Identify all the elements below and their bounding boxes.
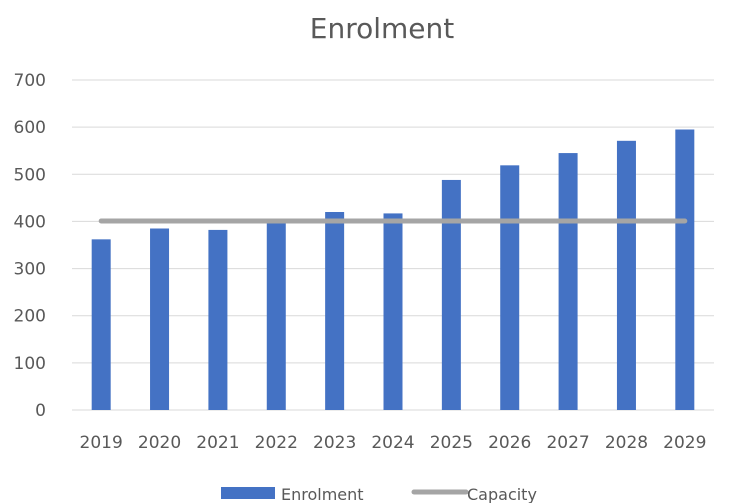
y-tick-label-100: 100: [14, 354, 46, 374]
x-tick-label-2021: 2021: [196, 433, 239, 453]
enrolment-bar-2028: [616, 140, 636, 411]
x-tick-label-2019: 2019: [80, 433, 123, 453]
x-tick-label-2027: 2027: [546, 433, 589, 453]
x-tick-label-2025: 2025: [430, 433, 473, 453]
x-tick-label-2020: 2020: [138, 433, 181, 453]
enrolment-bar-2020: [150, 228, 170, 410]
y-tick-label-600: 600: [14, 118, 46, 138]
enrolment-bar-2022: [266, 221, 286, 410]
x-tick-label-2024: 2024: [371, 433, 414, 453]
enrolment-bar-2027: [558, 153, 578, 411]
y-tick-label-300: 300: [14, 260, 46, 280]
enrolment-bar-2023: [325, 212, 345, 410]
x-tick-label-2022: 2022: [255, 433, 298, 453]
enrolment-bar-2024: [383, 213, 403, 410]
legend-enrolment-label: Enrolment: [281, 485, 364, 503]
y-tick-label-700: 700: [14, 71, 46, 91]
y-tick-label-400: 400: [14, 212, 46, 232]
x-tick-label-2028: 2028: [605, 433, 648, 453]
x-axis: 2019 2020 2021 2022 2023 2024 2025 2026 2027 2028…: [80, 433, 707, 453]
legend-enrolment-swatch: [221, 487, 275, 499]
enrolment-bar-2029: [675, 129, 695, 410]
y-tick-label-0: 0: [35, 401, 46, 421]
legend: Enrolment Capacity: [221, 485, 537, 503]
enrolment-bars: [91, 129, 695, 411]
x-tick-label-2023: 2023: [313, 433, 356, 453]
enrolment-bar-2021: [208, 229, 228, 410]
enrolment-bar-2025: [441, 179, 461, 410]
y-tick-label-500: 500: [14, 165, 46, 185]
enrolment-bar-2019: [91, 239, 111, 410]
chart-title: Enrolment: [310, 12, 454, 45]
x-tick-label-2026: 2026: [488, 433, 531, 453]
y-tick-label-200: 200: [14, 307, 46, 327]
legend-capacity-label: Capacity: [467, 485, 537, 503]
enrolment-bar-2026: [500, 165, 520, 410]
x-tick-label-2029: 2029: [663, 433, 706, 453]
y-axis: 0 100 200 300 400 500 600 700: [14, 71, 46, 421]
